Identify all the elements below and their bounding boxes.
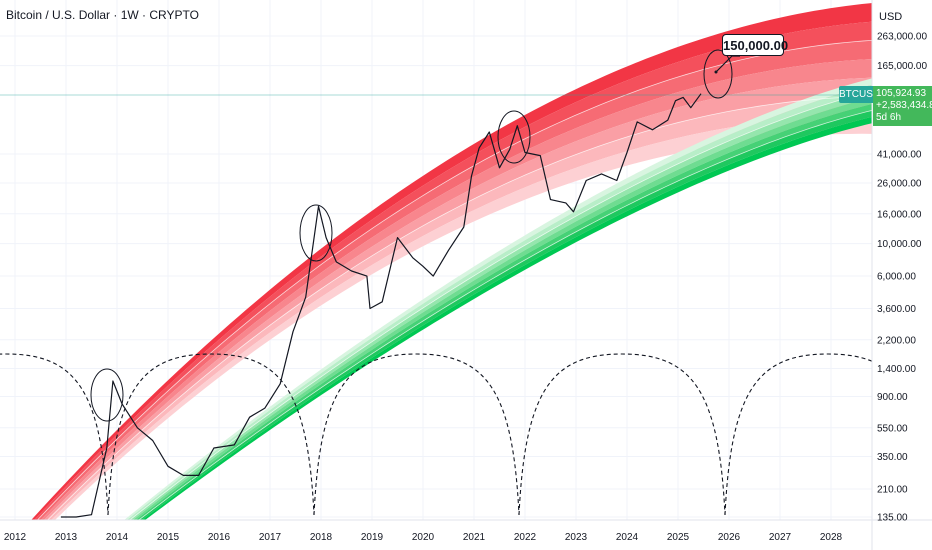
price-target-callout[interactable]: 150,000.00	[722, 34, 788, 56]
y-tick-label: 135.00	[877, 513, 908, 524]
halving-cycle-arcs	[0, 353, 872, 516]
y-tick-label: 350.00	[877, 452, 908, 463]
x-tick-label: 2014	[106, 532, 129, 543]
last-price-box: 105,924.93 +2,583,434.88% 5d 6h	[873, 86, 932, 126]
cycle-top-circle	[299, 204, 333, 262]
btc-price-line	[60, 93, 702, 518]
x-tick-label: 2016	[208, 532, 231, 543]
x-tick-label: 2021	[463, 532, 486, 543]
y-tick-label: 550.00	[877, 423, 908, 434]
x-tick-label: 2023	[565, 532, 588, 543]
last-price: 105,924.93	[876, 88, 927, 99]
x-tick-label: 2022	[514, 532, 537, 543]
x-tick-label: 2020	[412, 532, 435, 543]
cycle-arc	[0, 353, 109, 516]
y-tick-label: 1,400.00	[877, 364, 916, 375]
x-tick-label: 2025	[667, 532, 690, 543]
cycle-top-circle	[703, 49, 733, 99]
x-tick-label: 2027	[769, 532, 792, 543]
cycle-arc	[313, 353, 520, 516]
cycle-arc	[724, 353, 872, 516]
cycle-arc	[107, 353, 315, 516]
y-tick-label: 16,000.00	[877, 209, 922, 220]
cycle-arc	[518, 353, 726, 516]
currency-label[interactable]: USD	[879, 11, 903, 23]
y-tick-label: 263,000.00	[877, 32, 927, 43]
cycle-top-circle	[90, 368, 124, 422]
green-band-separator	[138, 110, 872, 520]
y-tick-label: 165,000.00	[877, 61, 927, 72]
y-tick-label: 41,000.00	[877, 150, 922, 161]
chart-title: Bitcoin / U.S. Dollar · 1W · CRYPTO	[6, 8, 199, 22]
axis-corner[interactable]	[873, 520, 932, 550]
red-band-separator	[47, 96, 872, 520]
y-tick-label: 26,000.00	[877, 178, 922, 189]
x-tick-label: 2019	[361, 532, 384, 543]
callout-anchor-dot	[714, 70, 718, 74]
x-tick-label: 2015	[157, 532, 180, 543]
red-band	[44, 77, 872, 520]
y-tick-label: 6,000.00	[877, 272, 916, 283]
y-tick-label: 900.00	[877, 392, 908, 403]
x-tick-label: 2028	[820, 532, 843, 543]
x-tick-label: 2017	[259, 532, 282, 543]
ticker-tag: BTCUSD	[839, 86, 880, 103]
y-tick-label: 210.00	[877, 484, 908, 495]
x-tick-label: 2018	[310, 532, 333, 543]
x-tick-label: 2013	[55, 532, 78, 543]
green-band-separator	[129, 90, 872, 520]
x-tick-label: 2024	[616, 532, 639, 543]
bar-countdown: 5d 6h	[876, 112, 902, 123]
x-tick-label: 2026	[718, 532, 741, 543]
y-tick-label: 2,200.00	[877, 335, 916, 346]
callout-pointer	[715, 55, 740, 73]
price-change: +2,583,434.88%	[876, 100, 932, 111]
cycle-top-circle	[497, 110, 531, 164]
y-tick-label: 10,000.00	[877, 239, 922, 250]
x-tick-label: 2012	[4, 532, 27, 543]
y-tick-label: 3,600.00	[877, 304, 916, 315]
